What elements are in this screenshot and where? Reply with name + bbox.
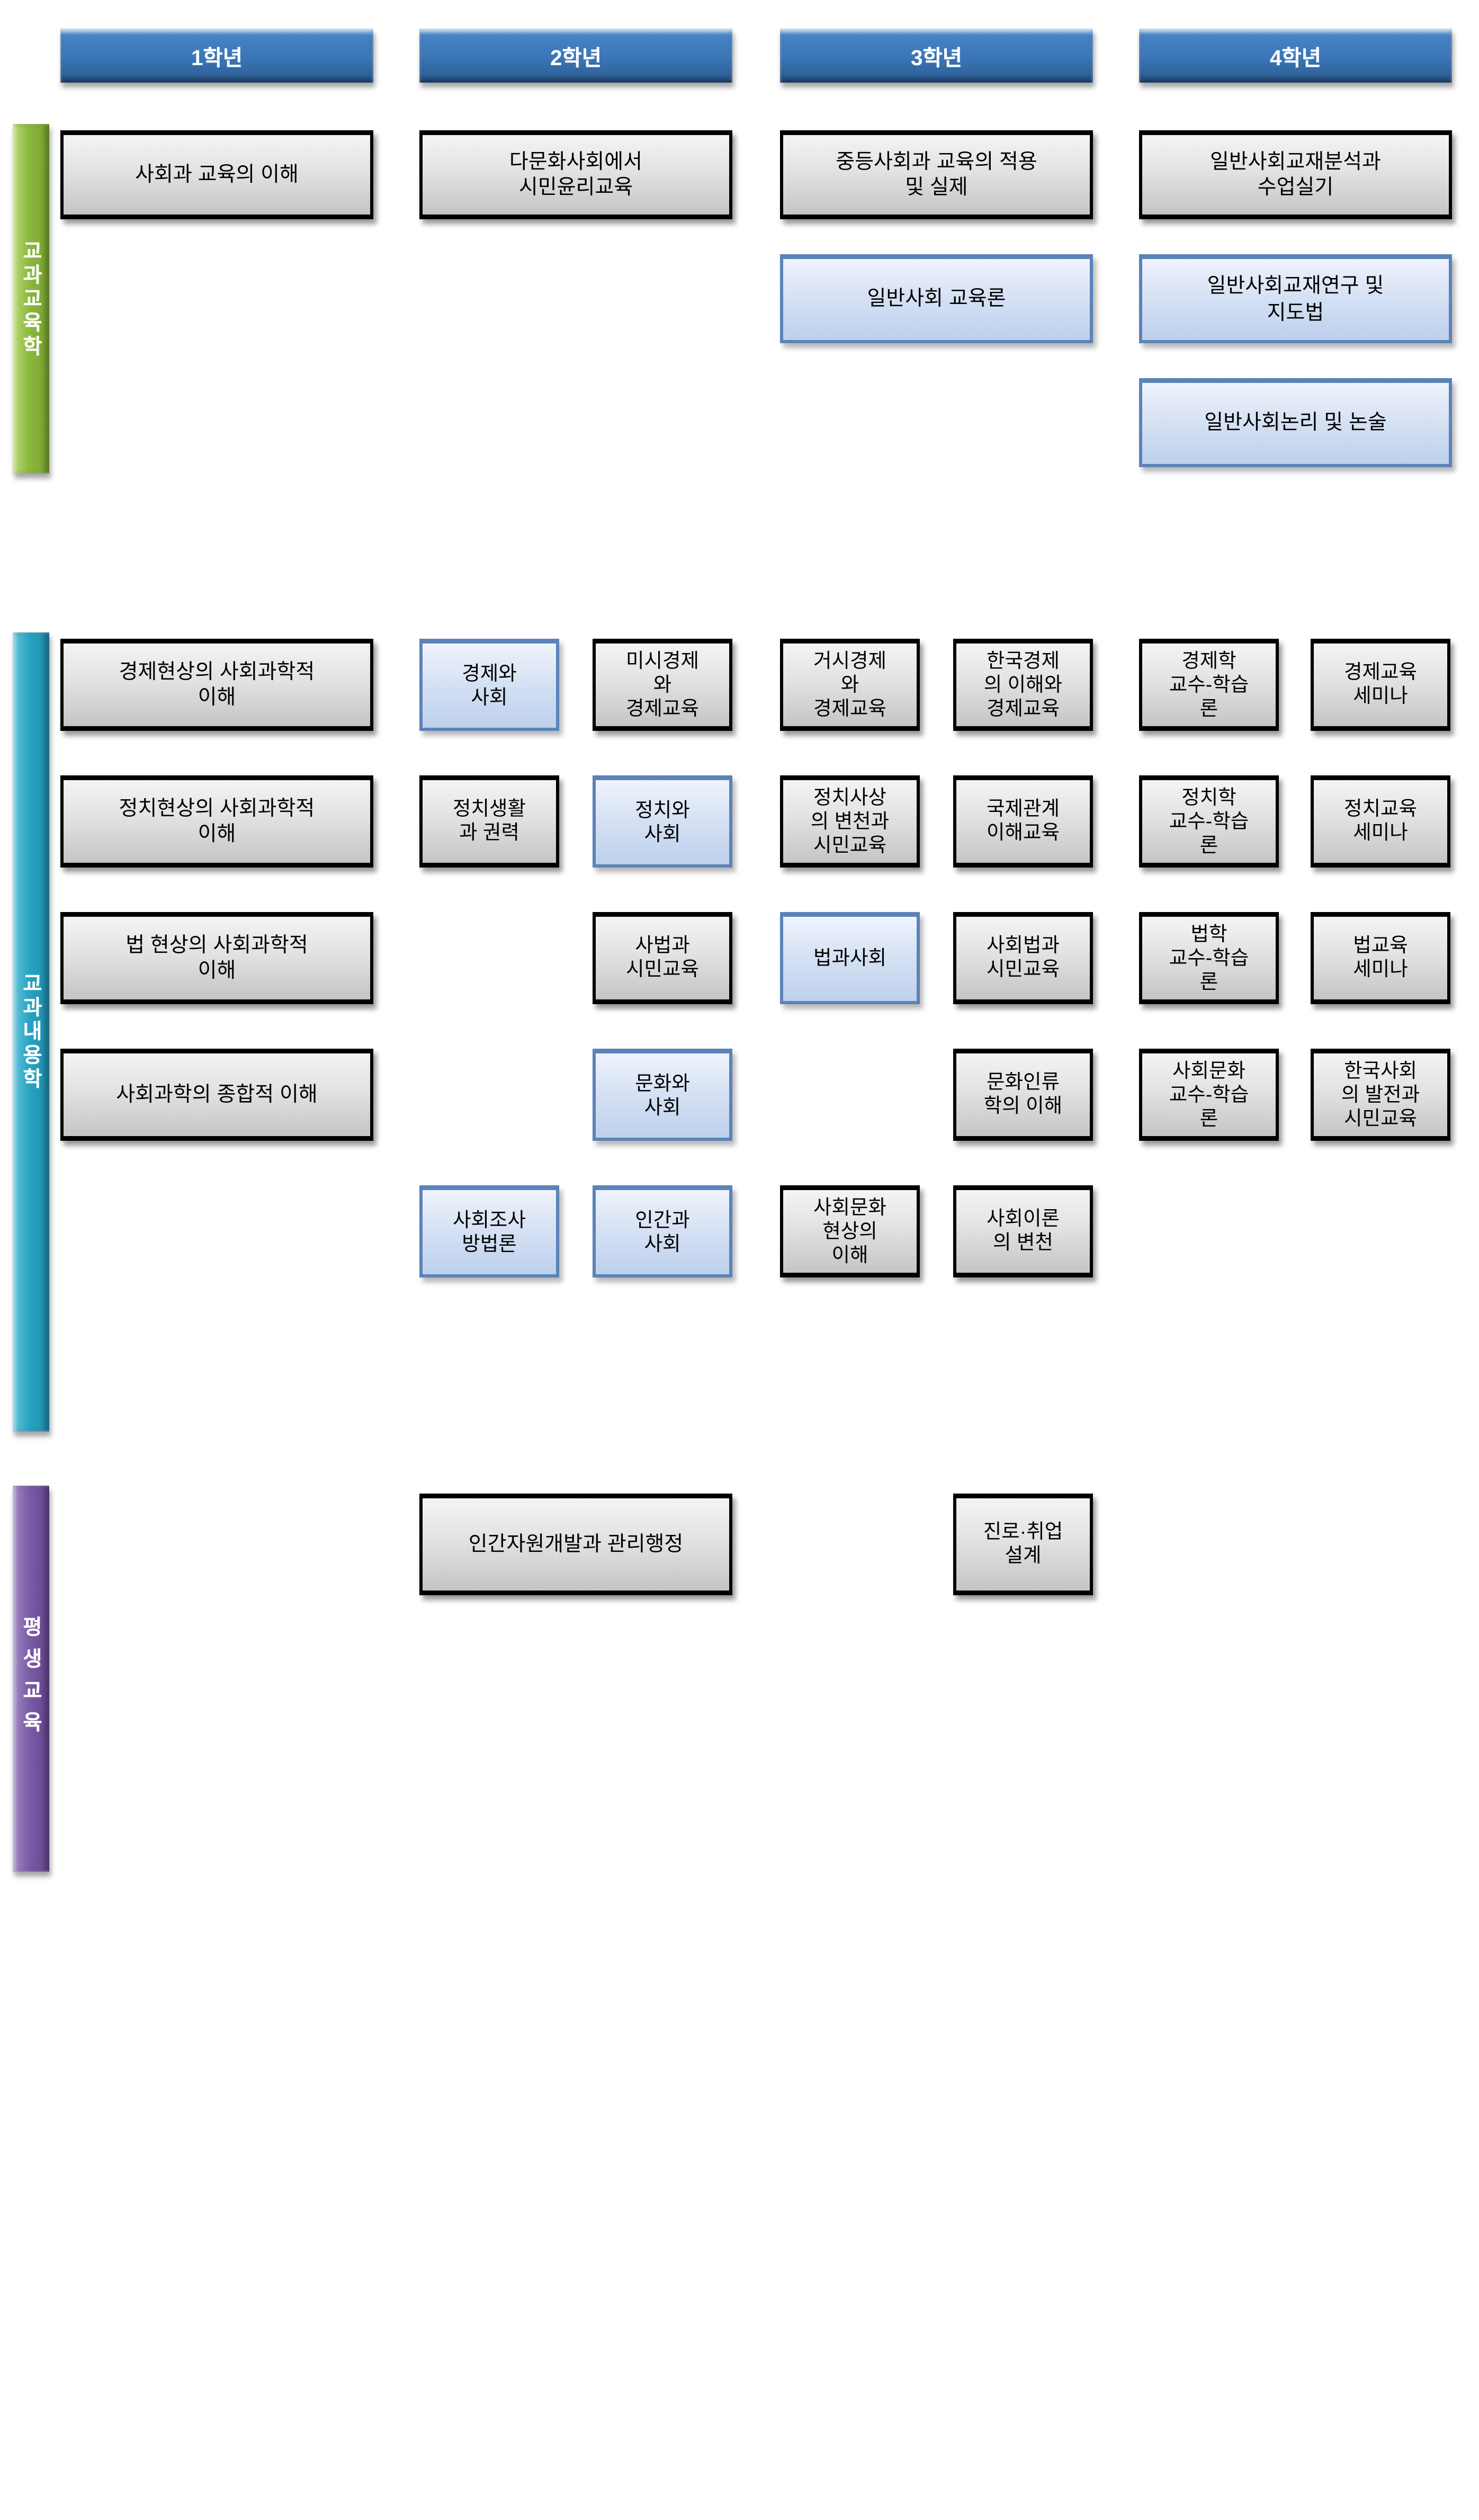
course-box: 사회문화 교수-학습 론 bbox=[1139, 1049, 1279, 1141]
course-box: 중등사회과 교육의 적용 및 실제 bbox=[780, 130, 1093, 219]
year-header-2: 2학년 bbox=[419, 29, 732, 83]
course-box: 인간자원개발과 관리행정 bbox=[419, 1494, 732, 1595]
course-box: 일반사회교재분석과 수업실기 bbox=[1139, 130, 1452, 219]
course-box: 사회과 교육의 이해 bbox=[60, 130, 373, 219]
course-box: 경제교육 세미나 bbox=[1311, 639, 1450, 731]
year-header-3: 3학년 bbox=[780, 29, 1093, 83]
course-box: 문화인류 학의 이해 bbox=[953, 1049, 1093, 1141]
course-box: 일반사회교재연구 및 지도법 bbox=[1139, 254, 1452, 343]
course-box: 정치생활 과 권력 bbox=[419, 775, 559, 868]
sidebar-lifelong-education: 평생교육 bbox=[13, 1486, 49, 1872]
course-box: 법학 교수-학습 론 bbox=[1139, 912, 1279, 1004]
course-box: 정치교육 세미나 bbox=[1311, 775, 1450, 868]
course-box: 미시경제 와 경제교육 bbox=[593, 639, 732, 731]
sidebar-subject-pedagogy-label: 교과교육학 bbox=[19, 239, 43, 359]
course-box: 다문화사회에서 시민윤리교육 bbox=[419, 130, 732, 219]
course-box: 진로·취업 설계 bbox=[953, 1494, 1093, 1595]
sidebar-subject-content-label: 교과내용학 bbox=[19, 972, 43, 1092]
course-box: 한국경제 의 이해와 경제교육 bbox=[953, 639, 1093, 731]
course-box: 경제현상의 사회과학적 이해 bbox=[60, 639, 373, 731]
year-header-1: 1학년 bbox=[60, 29, 373, 83]
course-box: 법과사회 bbox=[780, 912, 920, 1004]
course-box: 사회법과 시민교육 bbox=[953, 912, 1093, 1004]
sidebar-subject-content: 교과내용학 bbox=[13, 632, 49, 1432]
course-box: 사회과학의 종합적 이해 bbox=[60, 1049, 373, 1141]
course-box: 거시경제 와 경제교육 bbox=[780, 639, 920, 731]
course-box: 경제와 사회 bbox=[419, 639, 559, 731]
course-box: 사회조사 방법론 bbox=[419, 1185, 559, 1277]
course-box: 사회문화 현상의 이해 bbox=[780, 1185, 920, 1277]
course-box: 사법과 시민교육 bbox=[593, 912, 732, 1004]
course-box: 문화와 사회 bbox=[593, 1049, 732, 1141]
sidebar-subject-pedagogy: 교과교육학 bbox=[13, 124, 49, 473]
course-box: 일반사회 교육론 bbox=[780, 254, 1093, 343]
course-box: 국제관계 이해교육 bbox=[953, 775, 1093, 868]
course-box: 법교육 세미나 bbox=[1311, 912, 1450, 1004]
course-box: 한국사회 의 발전과 시민교육 bbox=[1311, 1049, 1450, 1141]
sidebar-lifelong-education-label: 평생교육 bbox=[19, 1615, 43, 1742]
course-box: 정치학 교수-학습 론 bbox=[1139, 775, 1279, 868]
course-box: 인간과 사회 bbox=[593, 1185, 732, 1277]
course-box: 경제학 교수-학습 론 bbox=[1139, 639, 1279, 731]
course-box: 사회이론 의 변천 bbox=[953, 1185, 1093, 1277]
course-box: 정치현상의 사회과학적 이해 bbox=[60, 775, 373, 868]
course-box: 일반사회논리 및 논술 bbox=[1139, 378, 1452, 467]
course-box: 법 현상의 사회과학적 이해 bbox=[60, 912, 373, 1004]
year-header-4: 4학년 bbox=[1139, 29, 1452, 83]
course-box: 정치사상 의 변천과 시민교육 bbox=[780, 775, 920, 868]
course-box: 정치와 사회 bbox=[593, 775, 732, 868]
